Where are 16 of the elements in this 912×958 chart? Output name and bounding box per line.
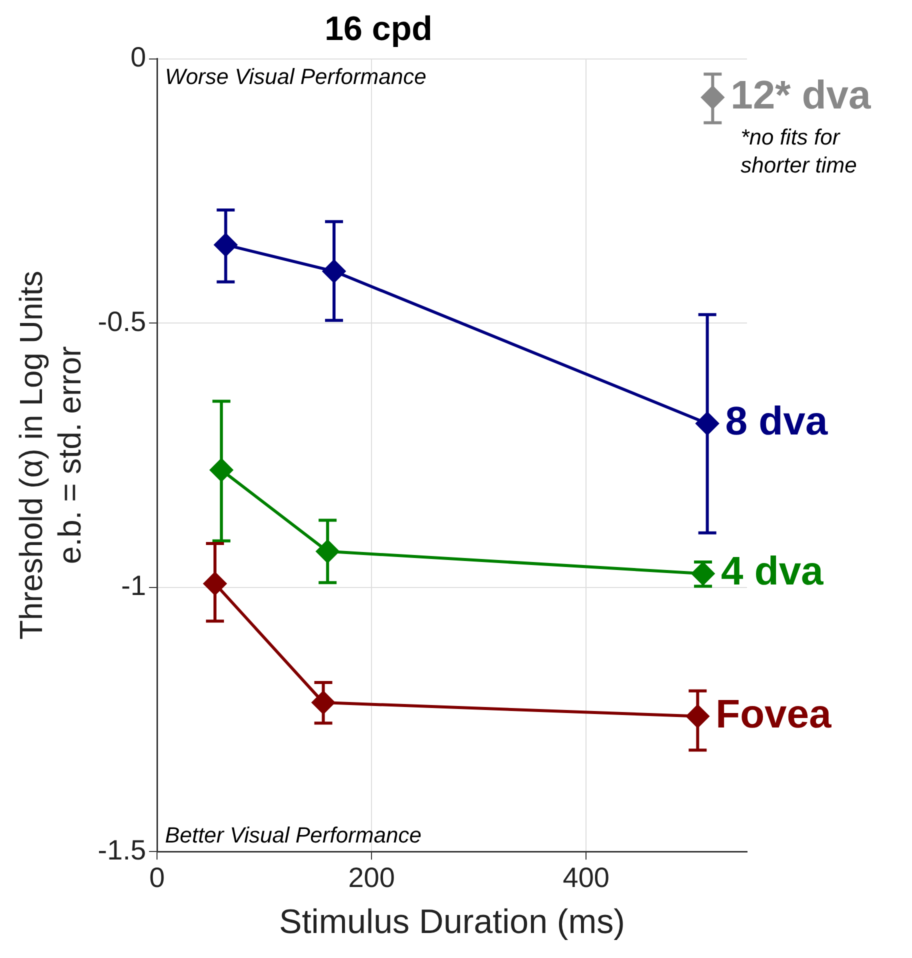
- x-tick-label: 400: [562, 862, 610, 894]
- y-tick-label: -1: [121, 570, 146, 602]
- x-axis-title: Stimulus Duration (ms): [279, 902, 625, 941]
- series-label: 8 dva: [725, 400, 828, 444]
- annotation: Better Visual Performance: [165, 822, 422, 848]
- y-axis-title: Threshold (α) in Log Units e.b. = std. error: [13, 270, 88, 640]
- annotation: Worse Visual Performance: [165, 64, 426, 89]
- series-label: 4 dva: [721, 550, 824, 594]
- annotation: *no fits for shorter time: [740, 124, 857, 178]
- series-label: Fovea: [716, 692, 832, 736]
- x-tick-label: 200: [348, 862, 395, 894]
- chart-title: 16 cpd: [324, 10, 432, 48]
- y-tick-label: -1.5: [98, 834, 146, 866]
- y-tick-label: -0.5: [98, 306, 146, 337]
- series-label: 12* dva: [730, 73, 872, 118]
- y-tick-label: 0: [130, 42, 146, 73]
